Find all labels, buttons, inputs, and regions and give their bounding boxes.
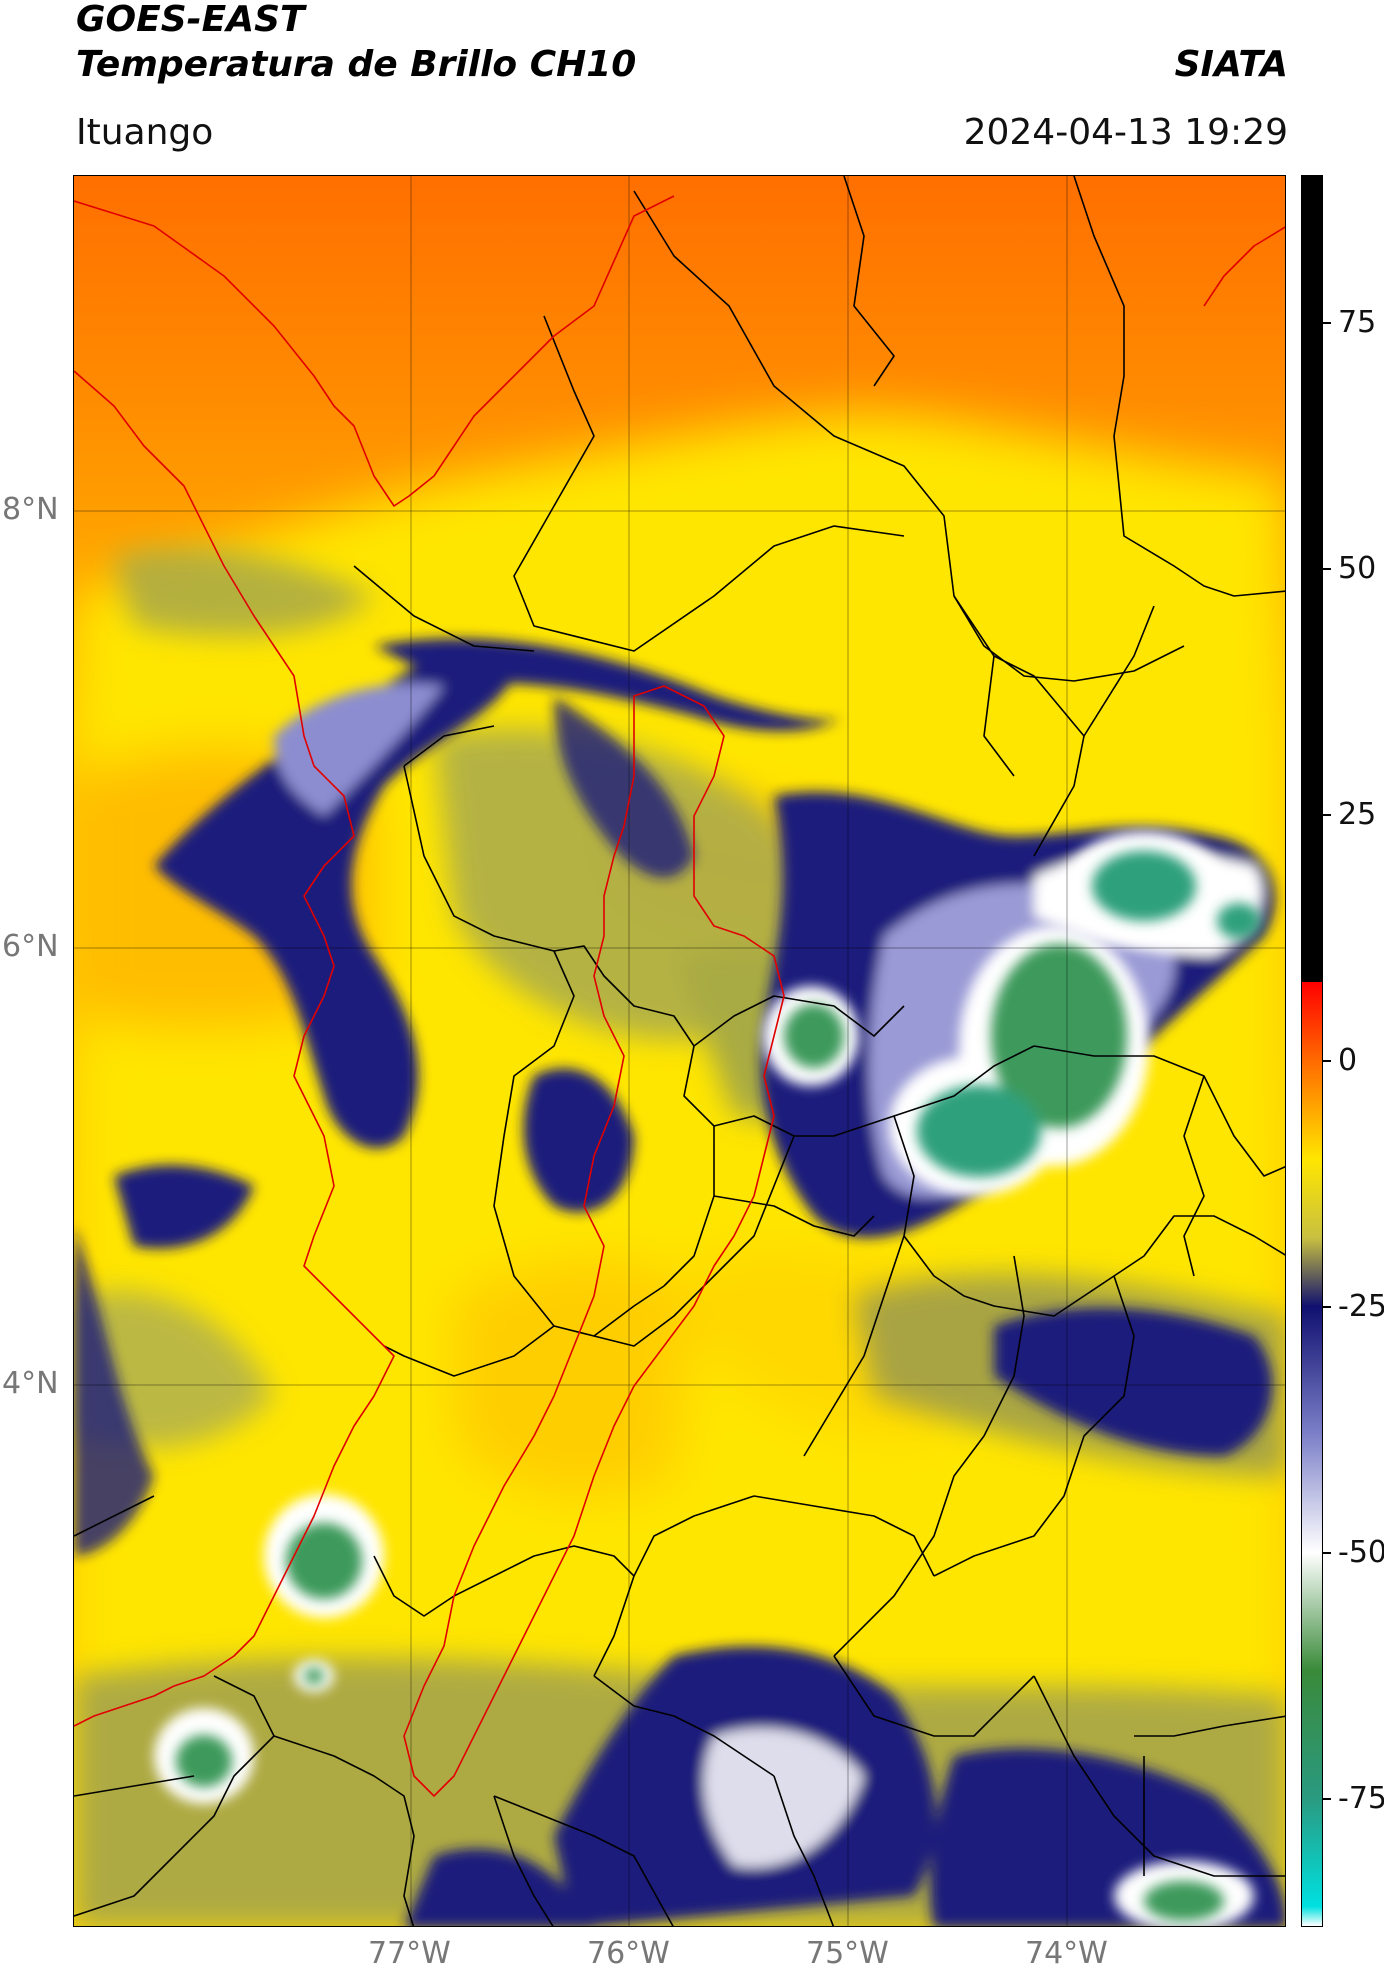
- lat-label-8n: 8°N: [2, 492, 59, 527]
- title-product: Temperatura de Brillo CH10: [76, 44, 637, 85]
- colorbar-tick-label: -75: [1338, 1781, 1384, 1817]
- colorbar-tick-label: 0: [1338, 1042, 1358, 1078]
- red-boundaries: [74, 195, 1285, 1797]
- colorbar-tick-label: -25: [1338, 1288, 1384, 1324]
- convective-cores: [154, 831, 1261, 1926]
- department-boundaries: [74, 176, 1285, 1926]
- location-label: Ituango: [76, 112, 214, 153]
- map-panel: [73, 175, 1286, 1927]
- colorbar-tick-label: -50: [1338, 1534, 1384, 1570]
- colorbar-tick: [1323, 1798, 1331, 1801]
- title-satellite: GOES-EAST: [76, 0, 305, 40]
- lat-label-4n: 4°N: [2, 1366, 59, 1401]
- lon-label-77w: 77°W: [368, 1936, 451, 1971]
- colorbar-tick: [1323, 1305, 1331, 1308]
- colorbar-tick: [1323, 1551, 1331, 1554]
- colorbar-tick: [1323, 321, 1331, 324]
- brand-label: SIATA: [1174, 44, 1288, 85]
- datetime-label: 2024-04-13 19:29: [963, 112, 1288, 153]
- colorbar-tick: [1323, 1059, 1331, 1062]
- graticule: [74, 176, 1285, 1926]
- lon-label-75w: 75°W: [806, 1936, 889, 1971]
- colorbar-tick-label: 25: [1338, 796, 1377, 832]
- colorbar-tick: [1323, 813, 1331, 816]
- brightness-temperature-map: [74, 176, 1285, 1926]
- colorbar: [1301, 175, 1323, 1927]
- lon-label-74w: 74°W: [1025, 1936, 1108, 1971]
- lat-label-6n: 6°N: [2, 929, 59, 964]
- colorbar-tick-label: 75: [1338, 304, 1377, 340]
- colorbar-tick-label: 50: [1338, 550, 1377, 586]
- colorbar-tick: [1323, 567, 1331, 570]
- lon-label-76w: 76°W: [587, 1936, 670, 1971]
